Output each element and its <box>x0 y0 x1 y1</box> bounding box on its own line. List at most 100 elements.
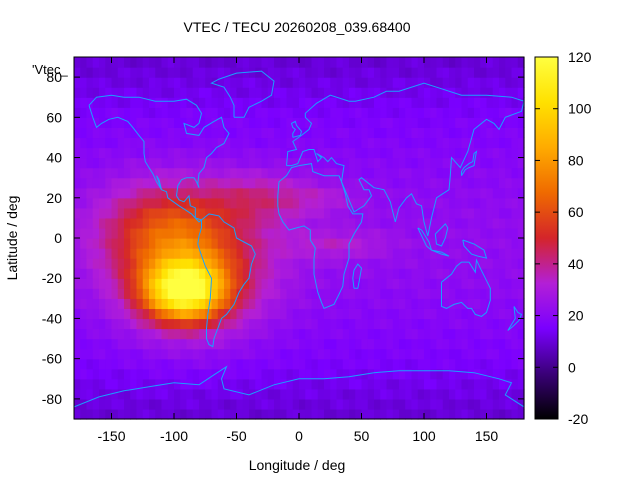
heatmap-cell <box>442 187 450 199</box>
heatmap-cell <box>105 358 113 370</box>
heatmap-cell <box>80 67 88 78</box>
heatmap-cell <box>486 378 494 390</box>
heatmap-cell <box>286 368 294 380</box>
heatmap-cell <box>186 338 194 350</box>
heatmap-cell <box>380 157 388 169</box>
heatmap-cell <box>280 258 288 269</box>
heatmap-cell <box>430 117 438 128</box>
heatmap-cell <box>511 87 519 98</box>
heatmap-cell <box>124 147 131 159</box>
heatmap-cell <box>505 388 513 400</box>
heatmap-cell <box>449 57 456 68</box>
heatmap-cell <box>217 217 225 229</box>
heatmap-cell <box>461 57 469 68</box>
heatmap-cell <box>224 388 231 400</box>
heatmap-cell <box>180 67 188 78</box>
heatmap-cell <box>499 338 506 350</box>
heatmap-cell <box>461 117 469 128</box>
heatmap-cell <box>467 227 475 239</box>
heatmap-cell <box>105 328 113 340</box>
heatmap-cell <box>149 127 156 139</box>
heatmap-cell <box>449 298 456 309</box>
heatmap-cell <box>330 388 338 400</box>
heatmap-cell <box>349 298 356 309</box>
heatmap-cell <box>186 388 194 400</box>
heatmap-cell <box>92 147 100 159</box>
heatmap-cell <box>492 298 500 309</box>
heatmap-cell <box>261 177 269 189</box>
heatmap-cell <box>261 388 269 400</box>
heatmap-cell <box>186 177 194 189</box>
heatmap-cell <box>417 147 425 159</box>
heatmap-cell <box>286 328 294 340</box>
heatmap-cell <box>330 398 338 410</box>
heatmap-cell <box>274 107 281 118</box>
heatmap-cell <box>199 358 206 370</box>
heatmap-cell <box>461 137 469 149</box>
heatmap-cell <box>167 137 175 149</box>
heatmap-cell <box>436 197 444 209</box>
heatmap-cell <box>442 358 450 370</box>
heatmap-cell <box>461 358 469 370</box>
heatmap-cell <box>317 217 325 229</box>
heatmap-cell <box>86 268 94 279</box>
heatmap-cell <box>130 167 138 179</box>
heatmap-cell <box>117 258 125 269</box>
heatmap-cell <box>92 157 100 169</box>
heatmap-cell <box>405 207 413 219</box>
heatmap-cell <box>499 388 506 400</box>
heatmap-cell <box>267 258 275 269</box>
heatmap-cell <box>211 207 219 219</box>
heatmap-cell <box>380 338 388 350</box>
heatmap-cell <box>480 137 488 149</box>
heatmap-cell <box>142 77 150 88</box>
heatmap-cell <box>399 117 406 128</box>
heatmap-cell <box>424 207 431 219</box>
heatmap-cell <box>361 338 369 350</box>
heatmap-cell <box>480 127 488 139</box>
heatmap-cell <box>474 358 481 370</box>
heatmap-cell <box>255 227 263 239</box>
heatmap-cell <box>192 117 200 128</box>
heatmap-cell <box>361 57 369 68</box>
heatmap-cell <box>399 278 406 289</box>
heatmap-cell <box>461 157 469 169</box>
heatmap-cell <box>230 288 238 299</box>
heatmap-cell <box>355 398 363 410</box>
heatmap-cell <box>267 388 275 400</box>
heatmap-cell <box>99 258 106 269</box>
heatmap-cell <box>142 338 150 350</box>
heatmap-cell <box>486 127 494 139</box>
heatmap-cell <box>317 378 325 390</box>
heatmap-cell <box>74 97 81 108</box>
heatmap-cell <box>342 197 350 209</box>
heatmap-cell <box>249 127 256 139</box>
heatmap-cell <box>74 348 81 360</box>
heatmap-cell <box>311 338 319 350</box>
heatmap-cell <box>405 137 413 149</box>
heatmap-cell <box>261 57 269 68</box>
heatmap-cell <box>436 298 444 309</box>
heatmap-cell <box>117 197 125 209</box>
heatmap-cell <box>355 368 363 380</box>
heatmap-cell <box>511 147 519 159</box>
heatmap-cell <box>236 97 244 108</box>
heatmap-cell <box>405 177 413 189</box>
heatmap-cell <box>92 87 100 98</box>
heatmap-cell <box>367 258 375 269</box>
heatmap-cell <box>411 278 419 289</box>
heatmap-cell <box>217 338 225 350</box>
y-axis-label: Latitude / deg <box>4 196 20 281</box>
heatmap-cell <box>305 308 313 320</box>
heatmap-cell <box>492 308 500 320</box>
heatmap-cell <box>311 67 319 78</box>
heatmap-cell <box>386 117 394 128</box>
heatmap-cell <box>261 187 269 199</box>
heatmap-cell <box>380 238 388 249</box>
heatmap-cell <box>111 217 119 229</box>
heatmap-cell <box>305 378 313 390</box>
heatmap-cell <box>130 207 138 219</box>
heatmap-cell <box>149 87 156 98</box>
heatmap-cell <box>230 197 238 209</box>
heatmap-cell <box>192 77 200 88</box>
